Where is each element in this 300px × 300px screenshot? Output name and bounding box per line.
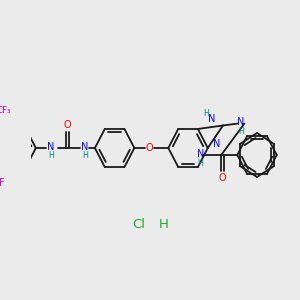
Text: O: O — [146, 143, 153, 153]
Text: Cl: Cl — [132, 218, 145, 232]
Text: H: H — [203, 109, 209, 118]
Text: H: H — [48, 152, 54, 160]
Text: O: O — [218, 173, 226, 183]
Text: H: H — [238, 127, 244, 136]
Text: N: N — [197, 149, 204, 159]
Text: H: H — [82, 152, 88, 160]
Text: N: N — [208, 114, 215, 124]
Text: N: N — [81, 142, 89, 152]
Text: O: O — [63, 120, 71, 130]
Text: N: N — [47, 142, 55, 152]
Text: N: N — [237, 118, 244, 128]
Text: H: H — [198, 158, 203, 167]
Text: F: F — [0, 178, 4, 188]
Text: H: H — [159, 218, 169, 232]
Text: CF₃: CF₃ — [0, 106, 11, 116]
Text: N: N — [213, 139, 220, 149]
